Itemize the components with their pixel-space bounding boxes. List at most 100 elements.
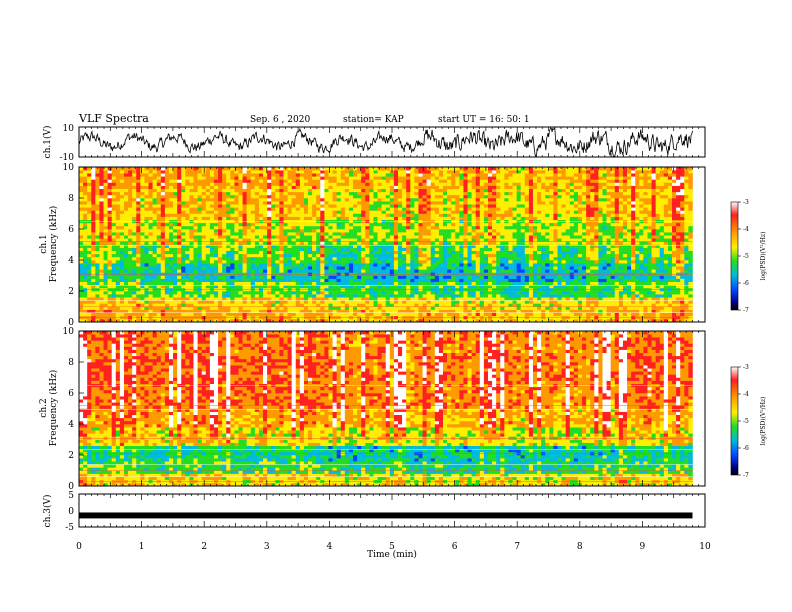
- ch1-spec-cell-4292: [426, 188, 432, 193]
- ch1-spec-cell-4345: [430, 179, 436, 183]
- ch1-spec-cell-322: [103, 250, 108, 255]
- ch1-spec-cell-2103: [250, 309, 256, 313]
- ch1-spec-cell-2458: [279, 294, 284, 298]
- ch1-spec-cell-1253: [181, 309, 186, 313]
- ch1-spec-cell-2629: [291, 229, 297, 233]
- ch1-spec-cell-779: [140, 229, 145, 233]
- ch1-spec-cell-3946: [398, 176, 403, 180]
- ch1-spec-cell-3266: [344, 269, 350, 273]
- ch1-spec-cell-3005: [324, 303, 329, 307]
- ch1-spec-cell-1342: [185, 188, 190, 193]
- ch1-spec-cell-154: [91, 306, 96, 310]
- ch1-spec-cell-983: [156, 216, 162, 220]
- ch1-spec-cell-259: [99, 291, 104, 295]
- ch1-spec-cell-246: [95, 176, 100, 180]
- ch1-spec-cell-2805: [308, 303, 313, 307]
- ch1-spec-cell-1869: [230, 260, 235, 264]
- ch1-waveform-panel: 10 -10 ch.1(V): [42, 124, 706, 163]
- ch1-spec-cell-4623: [455, 247, 460, 251]
- ch1-spec-cell-1959: [238, 291, 243, 295]
- ch1-spec-cell-4665: [459, 272, 464, 276]
- ch1-spec-cell-3614: [373, 275, 378, 279]
- ch1-spec-cell-1790: [222, 194, 227, 199]
- ch1-spec-cell-2529: [283, 229, 288, 233]
- ch1-spec-cell-2215: [258, 272, 264, 276]
- ch1-spec-cell-4144: [414, 182, 419, 186]
- ch1-spec-cell-1920: [234, 256, 239, 261]
- ch1-spec-cell-4720: [463, 256, 468, 261]
- ch1-spec-cell-4344: [430, 182, 436, 186]
- ch1-spec-cell-4602: [455, 312, 460, 317]
- ch1-spec-cell-3498: [361, 170, 366, 174]
- ch1-spec-cell-561: [123, 284, 129, 289]
- ch1-spec-cell-2862: [312, 281, 317, 286]
- ch1-spec-cell-422: [111, 250, 117, 255]
- ch1-spec-cell-3554: [369, 306, 374, 310]
- ch1-spec-cell-1416: [193, 269, 198, 273]
- ch1-spec-cell-3814: [389, 275, 395, 279]
- ch1-spec-cell-4320: [430, 256, 436, 261]
- ch1-spec-cell-2369: [271, 260, 276, 264]
- ch1-spec-cell-2195: [254, 179, 260, 183]
- ch1-spec-cell-3400: [357, 318, 362, 323]
- ch1-spec-cell-770: [140, 256, 145, 261]
- ch1-spec-cell-4671: [459, 253, 464, 258]
- ch1-spec-cell-3874: [393, 244, 399, 248]
- ch1-spec-cell-465: [115, 272, 121, 276]
- ch1-spec-cell-525: [119, 241, 125, 245]
- ch1-spec-cell-4731: [463, 222, 468, 227]
- ch1-spec-cell-444: [111, 182, 117, 186]
- ch1-spec-cell-3079: [328, 229, 333, 233]
- ch1-spec-cell-2424: [275, 244, 280, 248]
- ch1-spec-cell-3879: [393, 229, 399, 233]
- ch1-spec-cell-3039: [324, 198, 329, 202]
- ch1-spec-cell-2137: [250, 204, 256, 208]
- ch1-spec-cell-2413: [275, 278, 280, 282]
- ch1-spec-cell-357: [107, 297, 113, 301]
- ch1-spec-cell-1180: [173, 225, 178, 230]
- ch1-spec-cell-2092: [246, 188, 252, 193]
- ch1-spec-cell-2190: [254, 194, 260, 199]
- ch1-spec-cell-4020: [406, 256, 411, 261]
- ch1-spec-cell-2999: [320, 167, 325, 171]
- ch1-spec-cell-2738: [299, 201, 305, 205]
- ch1-spec-cell-276: [99, 238, 104, 242]
- ch1-spec-cell-4658: [459, 294, 464, 298]
- ch1-spec-cell-3100: [332, 318, 337, 323]
- ch1-spec-cell-1106: [168, 300, 174, 304]
- ch1-spec-cell-4669: [459, 260, 464, 264]
- ch1-spec-cell-168: [91, 263, 96, 267]
- ch1-spec-cell-506: [119, 300, 125, 304]
- ch1-spec-cell-3265: [344, 272, 350, 276]
- ch1-spec-cell-1153: [173, 309, 178, 313]
- ch1-spec-cell-4689: [459, 198, 464, 202]
- ch1-spec-cell-3905: [398, 303, 403, 307]
- ch1-spec-cell-2673: [295, 247, 301, 251]
- ch1-spec-cell-4493: [443, 185, 448, 189]
- ch1-spec-cell-3189: [336, 198, 342, 202]
- ch1-spec-cell-2893: [312, 185, 317, 189]
- ch1-spec-cell-1838: [226, 201, 231, 205]
- ch1-spec-cell-3436: [357, 207, 362, 211]
- ch1-spec-cell-4273: [426, 247, 432, 251]
- ch1-spec-cell-1757: [222, 297, 227, 301]
- ch1-spec-cell-2061: [246, 284, 252, 289]
- ch1-spec-cell-1943: [234, 185, 239, 189]
- ch1-spec-cell-4213: [422, 278, 427, 282]
- ch1-spec-cell-3694: [377, 182, 382, 186]
- ch1-spec-cell-3405: [357, 303, 362, 307]
- ch1-spec-cell-1346: [185, 176, 190, 180]
- ch1-spec-cell-2931: [316, 222, 321, 227]
- ch1-spec-cell-4190: [418, 194, 423, 199]
- ch1-spec-cell-2349: [267, 167, 272, 171]
- ch1-spec-cell-2070: [246, 256, 252, 261]
- ch1-spec-cell-647: [128, 173, 133, 177]
- ch1-spec-cell-3364: [353, 275, 358, 279]
- ch1-spec-cell-1091: [164, 191, 170, 196]
- ch1-spec-cell-253: [99, 309, 104, 313]
- ch1-spec-cell-4313: [430, 278, 436, 282]
- ch1-spec-cell-3952: [402, 312, 407, 317]
- ch1-spec-cell-588: [123, 201, 129, 205]
- ch1-spec-cell-4403: [438, 309, 444, 313]
- ch1-spec-cell-2117: [250, 266, 256, 270]
